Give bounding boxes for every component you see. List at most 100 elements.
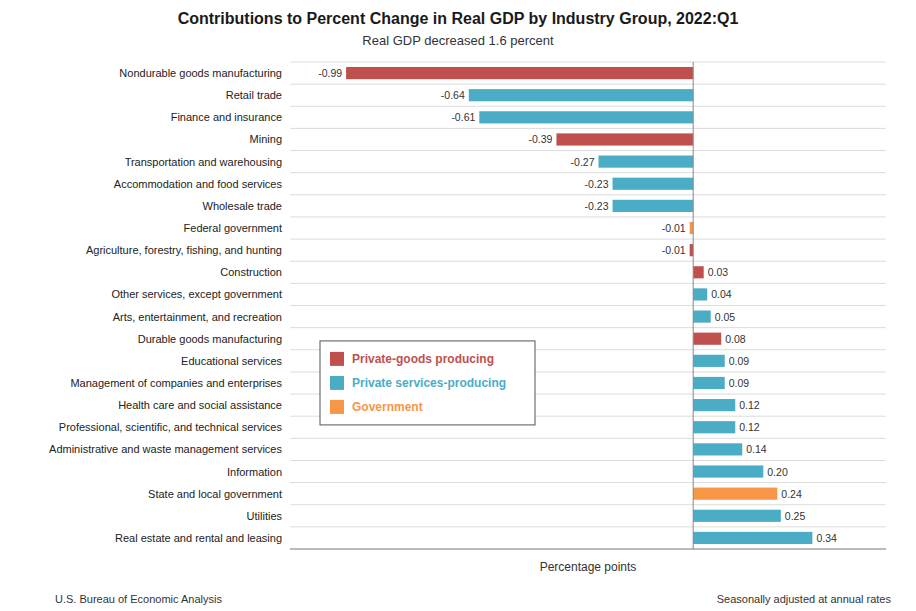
data-label: -0.01	[662, 244, 686, 256]
bar	[479, 111, 693, 123]
category-label: Federal government	[184, 222, 282, 234]
row-separator	[290, 526, 886, 527]
subtitle: Real GDP decreased 1.6 percent	[362, 33, 554, 48]
bar	[690, 244, 694, 256]
row-separator	[290, 460, 886, 461]
data-label: 0.14	[746, 443, 767, 455]
data-label: 0.08	[725, 333, 746, 345]
row-separator	[290, 283, 886, 284]
bar	[469, 89, 693, 101]
data-label: 0.05	[715, 311, 736, 323]
category-label: Finance and insurance	[171, 111, 282, 123]
row-separator	[290, 216, 886, 217]
data-label: -0.99	[318, 67, 342, 79]
row-separator	[290, 62, 886, 63]
row-separator	[290, 172, 886, 173]
bar	[693, 333, 721, 345]
row-separator	[290, 504, 886, 505]
data-label: 0.34	[816, 532, 837, 544]
bar	[690, 222, 694, 234]
category-label: Durable goods manufacturing	[138, 333, 282, 345]
row-separator	[290, 305, 886, 306]
data-label: -0.39	[529, 133, 553, 145]
bar	[346, 67, 693, 79]
bar	[693, 288, 707, 300]
footer-right: Seasonally adjusted at annual rates	[717, 593, 892, 605]
category-label: Other services, except government	[111, 288, 282, 300]
category-label: Administrative and waste management serv…	[49, 443, 282, 455]
data-label: 0.12	[739, 399, 760, 411]
category-label: Health care and social assistance	[118, 399, 282, 411]
background	[0, 0, 916, 611]
bar	[613, 200, 694, 212]
bars	[346, 67, 812, 544]
legend: Private-goods producing Private services-…	[320, 341, 535, 425]
x-axis-label: Percentage points	[540, 560, 637, 574]
row-separator	[290, 549, 886, 550]
category-label: Wholesale trade	[203, 200, 283, 212]
row-separator	[290, 239, 886, 240]
data-label: -0.23	[585, 200, 609, 212]
row-separators	[290, 62, 886, 549]
bar	[693, 488, 777, 500]
bar	[693, 377, 725, 389]
row-separator	[290, 106, 886, 107]
data-label: 0.24	[781, 488, 802, 500]
category-label: Educational services	[181, 355, 282, 367]
legend-label: Government	[352, 400, 423, 414]
bar	[693, 465, 763, 477]
data-label: 0.20	[767, 466, 788, 478]
category-label: Transportation and warehousing	[125, 156, 282, 168]
row-separator	[290, 482, 886, 483]
zero-line	[693, 62, 694, 549]
category-label: Nondurable goods manufacturing	[119, 67, 282, 79]
data-label: 0.09	[729, 377, 750, 389]
category-label: Real estate and rental and leasing	[115, 532, 282, 544]
row-separator	[290, 194, 886, 195]
data-label: -0.61	[451, 111, 475, 123]
bar	[693, 421, 735, 433]
chart: Contributions to Percent Change in Real …	[0, 0, 916, 611]
row-separator	[290, 84, 886, 85]
data-label: -0.64	[441, 89, 465, 101]
bar	[693, 510, 781, 522]
category-label: Accommodation and food services	[114, 178, 283, 190]
legend-swatch	[330, 376, 344, 390]
legend-swatch	[330, 400, 344, 414]
category-label: Management of companies and enterprises	[70, 377, 282, 389]
data-label: 0.04	[711, 288, 732, 300]
legend-swatch	[330, 352, 344, 366]
category-label: Information	[227, 466, 282, 478]
data-label: -0.27	[571, 156, 595, 168]
bar	[693, 266, 704, 278]
data-label: 0.09	[729, 355, 750, 367]
data-label: -0.23	[585, 178, 609, 190]
data-label: 0.03	[708, 266, 729, 278]
row-separator	[290, 261, 886, 262]
category-label: Agriculture, forestry, fishing, and hunt…	[86, 244, 282, 256]
row-separator	[290, 327, 886, 328]
bar	[693, 355, 725, 367]
row-separator	[290, 438, 886, 439]
legend-label: Private-goods producing	[352, 352, 494, 366]
data-label: -0.01	[662, 222, 686, 234]
bar	[693, 399, 735, 411]
category-label: Professional, scientific, and technical …	[59, 421, 283, 433]
bar	[613, 178, 694, 190]
legend-label: Private services-producing	[352, 376, 506, 390]
category-label: Utilities	[247, 510, 283, 522]
bar	[693, 532, 812, 544]
data-label: 0.12	[739, 421, 760, 433]
title: Contributions to Percent Change in Real …	[178, 10, 739, 27]
row-separator	[290, 150, 886, 151]
category-label: Mining	[250, 133, 282, 145]
bar	[556, 133, 693, 145]
category-label: State and local government	[148, 488, 282, 500]
category-label: Retail trade	[226, 89, 282, 101]
bar	[693, 310, 711, 322]
row-separator	[290, 128, 886, 129]
x-axis-line	[290, 549, 886, 550]
footer-left: U.S. Bureau of Economic Analysis	[55, 593, 222, 605]
category-label: Arts, entertainment, and recreation	[113, 311, 282, 323]
category-label: Construction	[220, 266, 282, 278]
